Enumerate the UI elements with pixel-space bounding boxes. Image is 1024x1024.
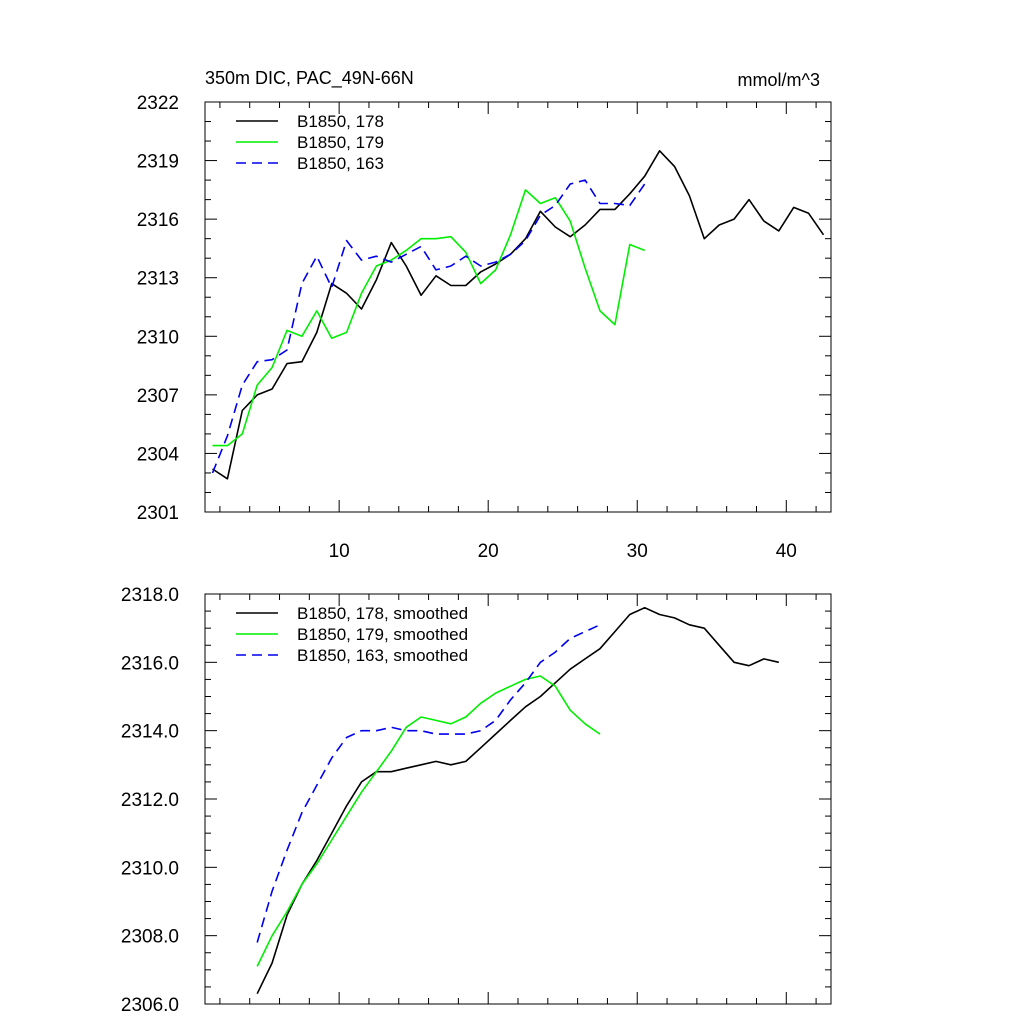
plot-area-bottom: 2306.0 2308.0 2310.0 2312.0 2314.0 2316.0 2318… <box>121 585 832 1016</box>
chart-bottom: 2306.0 2308.0 2310.0 2312.0 2314.0 2316.0 2318… <box>121 585 832 1016</box>
y-tick-label: 2319 <box>137 152 179 173</box>
y-tick-label: 2313 <box>137 269 179 290</box>
y-tick-label: 2304 <box>137 444 180 465</box>
legend-label: B1850, 179, smoothed <box>297 625 468 644</box>
legend-label: B1850, 178 <box>297 112 384 131</box>
series-line <box>256 624 601 943</box>
chart-title: 350m DIC, PAC_49N-66N <box>205 68 414 89</box>
series-line <box>212 150 825 480</box>
x-tick-label: 40 <box>776 541 797 562</box>
legend-label: B1850, 163 <box>297 154 384 173</box>
y-tick-label: 2316.0 <box>121 653 179 674</box>
legend-label: B1850, 179 <box>297 133 384 152</box>
x-tick-label: 20 <box>478 541 499 562</box>
series-line <box>256 606 779 995</box>
legend-label: B1850, 178, smoothed <box>297 604 468 623</box>
y-tick-label: 2314.0 <box>121 722 179 743</box>
y-tick-label: 2310 <box>137 327 179 348</box>
y-tick-label: 2310.0 <box>121 858 179 879</box>
legend-label: B1850, 163, smoothed <box>297 646 468 665</box>
series-line <box>211 179 646 474</box>
y-tick-label: 2306.0 <box>121 995 179 1016</box>
y-tick-label: 2307 <box>137 386 179 407</box>
chart-top: 350m DIC, PAC_49N-66N mmol/m^3 10 20 30 40 2… <box>137 68 832 562</box>
y-tick-label: 2312.0 <box>121 790 179 811</box>
y-tick-label: 2318.0 <box>121 585 179 606</box>
series-line <box>256 675 601 967</box>
y-tick-label: 2308.0 <box>121 927 179 948</box>
series-line <box>212 189 645 447</box>
x-tick-label: 10 <box>329 541 350 562</box>
x-tick-label: 30 <box>627 541 648 562</box>
y-tick-label: 2322 <box>137 93 179 114</box>
plot-area-top: 10 20 30 40 2301 2304 2307 2310 2313 2316 2319 2322… <box>137 93 832 562</box>
y-tick-label: 2316 <box>137 210 179 231</box>
units-label: mmol/m^3 <box>738 70 820 90</box>
y-tick-label: 2301 <box>137 503 179 524</box>
